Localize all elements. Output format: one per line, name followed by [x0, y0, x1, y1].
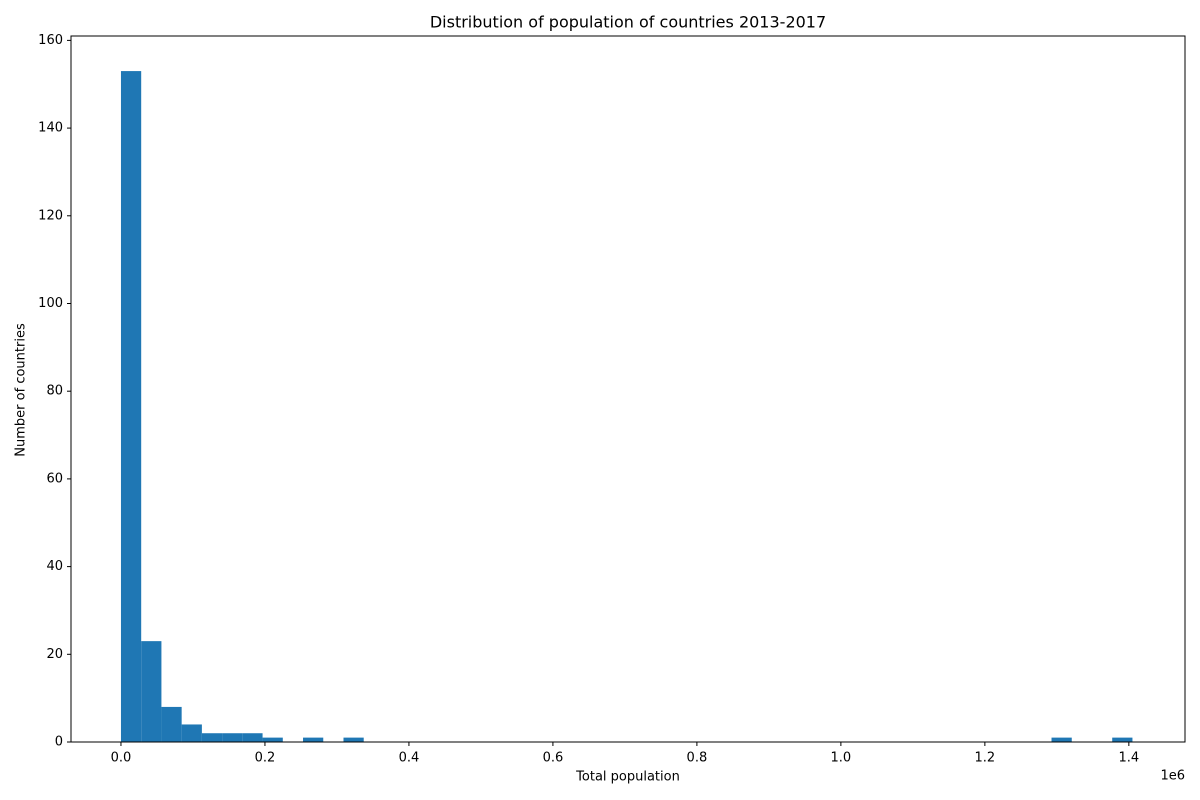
bar [120, 71, 142, 742]
x-tick-label: 1.2 [975, 751, 996, 766]
bar [1051, 737, 1072, 742]
bar [161, 706, 182, 742]
y-tick-label: 0 [55, 735, 63, 750]
bar [141, 641, 162, 742]
bar [242, 733, 263, 742]
y-tick-label: 160 [38, 33, 63, 48]
x-axis-label: Total population [575, 770, 680, 785]
y-tick-label: 140 [38, 121, 63, 136]
y-tick-label: 120 [38, 208, 63, 223]
y-axis-label: Number of countries [14, 323, 29, 457]
y-tick-label: 100 [38, 296, 63, 311]
bar [343, 737, 364, 742]
bar [201, 733, 223, 742]
y-tick-label: 40 [46, 559, 63, 574]
y-tick-label: 20 [46, 647, 63, 662]
x-tick-label: 1.0 [831, 751, 852, 766]
bar [181, 724, 202, 742]
bar [303, 737, 324, 742]
plot-frame [70, 35, 1186, 743]
y-tick-label: 60 [46, 471, 63, 486]
x-offset-label: 1e6 [1160, 769, 1185, 784]
x-tick-label: 0.8 [687, 751, 708, 766]
x-tick-label: 0.4 [399, 751, 420, 766]
x-tick-label: 0.6 [543, 751, 564, 766]
bar [1112, 737, 1133, 742]
bar [222, 733, 243, 742]
x-tick-label: 0.0 [111, 751, 132, 766]
bar [262, 737, 283, 742]
x-tick-label: 1.4 [1119, 751, 1140, 766]
y-tick-label: 80 [46, 384, 63, 399]
chart-title: Distribution of population of countries … [430, 13, 826, 32]
x-tick-label: 0.2 [255, 751, 276, 766]
